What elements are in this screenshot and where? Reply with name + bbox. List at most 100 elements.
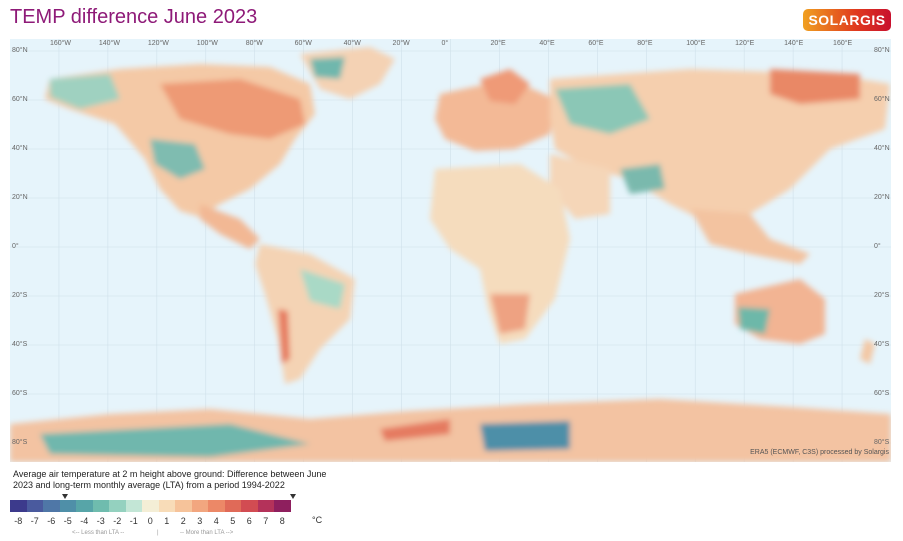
- latitude-label-right: 80°S: [874, 439, 890, 446]
- legend-swatch: [241, 500, 258, 512]
- legend-swatch: [224, 500, 241, 512]
- longitude-label: 60°E: [588, 40, 604, 47]
- legend-swatch: [175, 500, 192, 512]
- legend-swatch: [76, 500, 93, 512]
- latitude-label-left: 60°S: [12, 390, 28, 397]
- middle-east: [550, 154, 610, 219]
- legend-ticks: -8 -7 -6 -5 -4 -3 -2 -1 0 1 2 3 4 5 6 7 8: [10, 516, 310, 528]
- antarctica-warm: [380, 419, 450, 441]
- legend-tick-label: -4: [80, 516, 89, 526]
- southeast-asia: [690, 209, 810, 264]
- page-title: TEMP difference June 2023: [10, 6, 258, 28]
- longitude-label: 140°W: [98, 40, 120, 47]
- longitude-label: 20°E: [490, 40, 506, 47]
- central-america: [200, 204, 260, 249]
- latitude-label-left: 0°: [12, 243, 19, 250]
- scandinavia: [480, 69, 530, 104]
- legend-tick-label: 8: [279, 516, 285, 526]
- legend-description: Average air temperature at 2 m height ab…: [13, 469, 327, 490]
- legend-swatch: [125, 500, 142, 512]
- legend-tick-label: 6: [246, 516, 252, 526]
- canada-warm: [160, 79, 305, 139]
- legend-color-bar: [10, 500, 291, 512]
- world-map: [10, 39, 891, 462]
- new-zealand: [860, 339, 875, 364]
- europe: [435, 79, 555, 151]
- tibet-cool: [620, 164, 665, 194]
- west-siberia-cool: [555, 84, 650, 134]
- east-siberia-warm: [770, 69, 860, 104]
- longitude-label: 40°W: [343, 40, 361, 47]
- antarctica-cool-east: [480, 421, 570, 451]
- lta-separator: |: [157, 530, 159, 536]
- legend-swatch: [158, 500, 175, 512]
- latitude-label-left: 40°S: [12, 341, 28, 348]
- longitude-label: 100°E: [686, 40, 706, 47]
- latitude-label-left: 60°N: [12, 96, 28, 103]
- legend-tick-label: 3: [197, 516, 203, 526]
- legend-swatch: [257, 500, 274, 512]
- longitude-label: 160°E: [833, 40, 853, 47]
- longitude-label: 140°E: [784, 40, 804, 47]
- color-legend: -8 -7 -6 -5 -4 -3 -2 -1 0 1 2 3 4 5 6 7 8 °C <-- Less th…: [10, 494, 322, 536]
- legend-tick-label: 1: [164, 516, 170, 526]
- legend-tick-label: 0: [147, 516, 153, 526]
- latitude-label-right: 60°N: [874, 96, 890, 103]
- legend-swatch: [109, 500, 126, 512]
- latitude-label-left: 40°N: [12, 145, 28, 152]
- legend-tick-label: -5: [63, 516, 72, 526]
- alaska: [50, 74, 120, 109]
- latitude-label-right: 20°N: [874, 194, 890, 201]
- legend-tick-label: 4: [213, 516, 219, 526]
- latitude-label-right: 40°N: [874, 145, 890, 152]
- latitude-label-right: 40°S: [874, 341, 890, 348]
- legend-tick-label: -3: [96, 516, 105, 526]
- legend-tick-label: -1: [129, 516, 138, 526]
- legend-min-marker: [62, 494, 68, 499]
- legend-max-marker: [290, 494, 296, 499]
- legend-swatch: [142, 500, 159, 512]
- longitude-label: 60°W: [294, 40, 312, 47]
- latitude-label-right: 80°N: [874, 47, 890, 54]
- chile-warm: [278, 309, 290, 364]
- legend-swatch: [59, 500, 76, 512]
- legend-tick-label: 5: [230, 516, 236, 526]
- southern-africa-warm: [490, 294, 530, 334]
- west-australia-cool: [738, 307, 770, 334]
- legend-swatch: [274, 500, 291, 512]
- legend-tick-label: -6: [47, 516, 56, 526]
- legend-tick-label: -8: [14, 516, 23, 526]
- legend-swatch: [26, 500, 43, 512]
- less-than-lta-note: <-- Less than LTA --: [72, 530, 125, 536]
- legend-unit: °C: [312, 515, 323, 525]
- latitude-label-right: 0°: [874, 243, 881, 250]
- latitude-label-right: 20°S: [874, 292, 890, 299]
- latitude-label-left: 20°S: [12, 292, 28, 299]
- longitude-label: 0°: [441, 40, 449, 47]
- more-than-lta-note: -- More than LTA -->: [180, 530, 234, 536]
- longitude-label: 120°W: [147, 40, 169, 47]
- longitude-label: 100°W: [196, 40, 218, 47]
- longitude-label: 40°E: [539, 40, 555, 47]
- longitude-label: 160°W: [49, 40, 72, 47]
- latitude-label-right: 60°S: [874, 390, 890, 397]
- longitude-label: 80°E: [637, 40, 653, 47]
- longitude-label: 20°W: [392, 40, 410, 47]
- latitude-label-left: 80°N: [12, 47, 28, 54]
- legend-swatch: [92, 500, 109, 512]
- legend-swatch: [208, 500, 225, 512]
- us-west-cool: [150, 139, 205, 179]
- legend-swatch: [191, 500, 208, 512]
- data-credit: ERA5 (ECMWF, C3S) processed by Solargis: [750, 449, 889, 456]
- legend-swatch: [43, 500, 60, 512]
- legend-tick-label: -7: [30, 516, 39, 526]
- longitude-label: 80°W: [245, 40, 263, 47]
- antarctica-cool-west: [40, 424, 310, 457]
- latitude-label-left: 80°S: [12, 439, 28, 446]
- longitude-label: 120°E: [735, 40, 755, 47]
- greenland-cool: [310, 57, 345, 79]
- legend-tick-label: 7: [263, 516, 269, 526]
- latitude-label-left: 20°N: [12, 194, 28, 201]
- legend-tick-label: 2: [180, 516, 186, 526]
- brazil-cool: [300, 269, 345, 309]
